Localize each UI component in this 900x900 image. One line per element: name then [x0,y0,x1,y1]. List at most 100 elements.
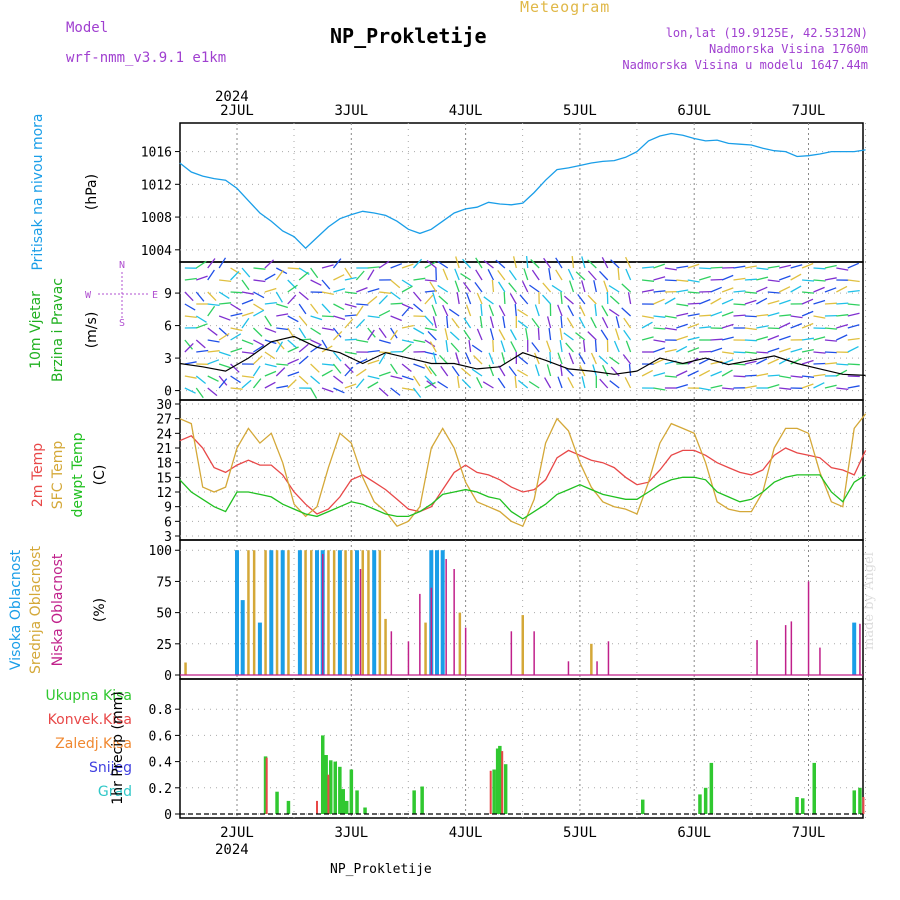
wind-arrow [653,347,666,353]
precip-bar [492,769,496,814]
wind-arrow [218,291,230,299]
wind-arrow [514,304,517,317]
wind-arrow [653,372,666,377]
wind-arrow [355,318,366,329]
wind-arrow [555,269,563,281]
wind-arrow [252,378,262,389]
y-tick-label-temperature: 15 [156,471,172,486]
wind-arrow [367,349,380,353]
wind-arrow [523,268,529,281]
wind-arrow [710,370,722,377]
wind-arrow [664,279,677,282]
wind-arrow [687,279,700,283]
wind-arrow [790,322,803,329]
cloud-bar [372,550,377,675]
y-tick-label-temperature: 21 [156,442,172,457]
precip-bar [698,794,702,814]
wind-arrow [756,314,769,317]
x-tick-label-top: 6JUL [677,103,711,119]
wind-arrow [207,387,218,397]
wind-arrow [367,327,376,338]
wind-arrow [378,327,387,339]
wind-arrow [461,379,472,389]
wind-arrow [721,323,734,329]
wind-arrow [560,315,563,329]
panel-frame-temperature [179,399,864,541]
wind-arrow [721,274,734,281]
precip-legend-item: Konvek.Kisa [48,712,132,728]
x-tick-label-bottom: 3JUL [334,825,368,841]
wind-arrow [836,363,849,366]
wind-arrow [378,387,389,397]
wind-arrow [497,377,506,389]
wind-arrow [230,375,241,384]
temp-axis-label-2: SFC Temp [50,441,66,510]
cloud-bar [235,550,239,675]
wind-arrow [426,259,437,269]
y-tick-label-clouds: 25 [156,638,172,653]
wind-arrow [687,370,699,377]
wind-arrow [710,347,723,353]
wind-arrow [264,315,272,327]
wind-arrow [676,323,688,329]
wind-arrow [836,387,849,391]
wind-arrow [509,293,517,305]
wind-arrow [432,292,437,305]
wind-arrow [641,336,654,341]
wind-arrow [195,315,207,323]
wind-arrow [778,357,791,365]
wind-arrow [252,365,261,377]
wind-arrow [744,327,757,331]
cloud-bar [807,581,810,675]
cloud-bar [567,661,570,675]
cloud-bar [464,627,467,675]
wind-arrow [587,294,597,305]
wind-arrow [241,339,254,345]
wind-arrow [836,334,848,341]
wind-arrow [321,264,334,269]
wind-arrow [518,355,529,365]
wind-arrow [241,317,250,329]
cloud-bar [533,631,535,675]
wind-arrow [698,358,711,365]
wind-arrow [615,316,620,329]
wind-arrow [813,373,826,377]
wind-arrow [367,269,375,281]
wind-arrow [581,256,586,269]
wind-arrow [687,291,700,294]
wind-arrow [276,303,288,309]
wind-arrow [344,267,353,279]
precip-bar [349,769,354,814]
wind-arrow [230,347,243,353]
wind-arrow [218,378,228,389]
wind-arrow [424,375,434,385]
wind-arrow [253,291,265,299]
wind-arrow [525,328,529,341]
wind-arrow [184,339,194,350]
wind-arrow [653,315,666,318]
wind-arrow [390,329,398,341]
wind-arrow [813,279,826,282]
wind-arrow [676,345,688,353]
wind-arrow [321,369,333,377]
wind-arrow [548,328,552,341]
y-tick-label-pressure: 1012 [141,178,172,193]
wind-arrow [218,363,231,369]
wind-arrow [575,332,586,341]
y-tick-label-clouds: 100 [149,544,172,559]
wind-arrow [610,259,620,269]
precip-bar [495,748,500,814]
wind-arrow [699,350,712,353]
wind-arrow [241,267,251,278]
wind-arrow [537,327,540,341]
wind-arrow [699,314,712,317]
wind-arrow [230,270,240,281]
wind-speed-line [179,335,866,376]
cloud-bar [367,550,370,675]
temp-dewpt-line [179,474,866,520]
y-tick-label-temperature: 3 [164,530,172,545]
wind-arrow [310,315,323,321]
wind-arrow [801,337,814,341]
wind-arrow [344,351,357,355]
elevation-label: Nadmorska Visina 1760m [709,42,868,56]
